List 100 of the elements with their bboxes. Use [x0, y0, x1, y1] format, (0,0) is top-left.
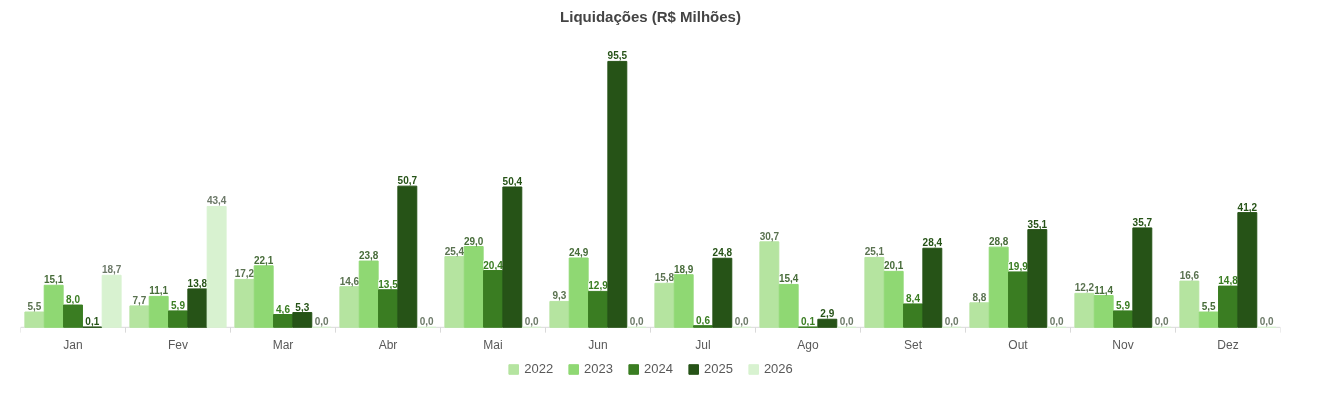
data-label: 2,9 — [820, 308, 835, 320]
bar — [168, 310, 188, 328]
data-label: 12,2 — [1074, 282, 1095, 294]
data-label: 0,0 — [524, 316, 540, 328]
bar — [187, 288, 208, 328]
x-tick-label: Jan — [63, 338, 83, 353]
bar — [148, 295, 169, 328]
data-label: 28,8 — [988, 236, 1009, 248]
bar — [759, 241, 780, 328]
x-tick-label: Nov — [1112, 338, 1134, 353]
bar — [339, 286, 360, 328]
bar — [63, 304, 83, 328]
bar — [588, 290, 608, 328]
data-label: 24,9 — [568, 246, 589, 258]
bar — [1179, 280, 1200, 328]
bar — [358, 260, 379, 328]
bar — [778, 283, 799, 328]
x-tick-label: Mai — [483, 338, 503, 353]
legend-label: 2023 — [584, 361, 614, 376]
data-label: 5,3 — [295, 301, 310, 313]
data-label: 0,0 — [734, 316, 750, 328]
bar — [1027, 229, 1048, 328]
bar — [883, 270, 904, 328]
bar — [292, 312, 313, 328]
data-label: 8,4 — [906, 292, 921, 304]
bar — [1218, 285, 1238, 328]
bar — [24, 311, 45, 328]
bar — [1132, 227, 1153, 328]
x-tick-label: Mar — [272, 338, 294, 353]
bar — [712, 257, 733, 328]
bar — [101, 274, 122, 328]
data-label: 18,7 — [101, 264, 122, 276]
bar — [607, 60, 628, 328]
bar — [1008, 271, 1028, 328]
data-label: 5,9 — [171, 299, 186, 311]
data-label: 0,1 — [801, 316, 816, 328]
data-label: 95,5 — [607, 50, 628, 62]
bar — [568, 257, 589, 328]
data-label: 0,0 — [314, 316, 330, 328]
data-label: 0,0 — [629, 316, 645, 328]
legend-label: 2022 — [524, 361, 554, 376]
x-tick-label: Dez — [1217, 338, 1239, 353]
data-label: 0,0 — [1154, 316, 1170, 328]
bar — [1237, 212, 1258, 328]
data-label: 35,7 — [1132, 216, 1153, 228]
data-label: 0,6 — [696, 314, 711, 326]
data-label: 15,1 — [43, 274, 64, 286]
data-label: 43,4 — [206, 195, 227, 207]
bar — [903, 303, 923, 328]
data-label: 0,0 — [1049, 316, 1065, 328]
data-label: 25,1 — [864, 246, 885, 258]
legend-label: 2024 — [644, 361, 673, 376]
x-tick-label: Jul — [695, 338, 711, 353]
data-label: 13,8 — [187, 277, 208, 289]
x-tick-label: Fev — [168, 338, 189, 353]
bar — [673, 274, 694, 328]
data-label: 25,4 — [444, 245, 465, 257]
bar — [378, 289, 398, 328]
bar — [988, 246, 1009, 328]
bar — [817, 318, 838, 328]
data-label: 30,7 — [759, 230, 780, 242]
x-tick-label: Ago — [797, 338, 819, 353]
bar — [969, 302, 990, 328]
bar — [253, 265, 274, 328]
legend-label: 2025 — [703, 361, 733, 376]
data-label: 41,2 — [1237, 201, 1258, 213]
chart-title: Liquidações (R$ Milhões) — [560, 7, 741, 25]
bar — [43, 284, 64, 328]
data-label: 15,8 — [654, 272, 675, 284]
data-label: 8,8 — [972, 291, 987, 303]
data-label: 22,1 — [253, 254, 274, 266]
bar — [273, 314, 293, 328]
bar — [1198, 311, 1219, 328]
data-label: 20,1 — [883, 260, 904, 272]
data-label: 5,5 — [27, 301, 42, 312]
bar — [1113, 310, 1133, 328]
bar — [922, 247, 943, 328]
data-label: 9,3 — [552, 290, 567, 302]
data-label: 14,6 — [339, 275, 360, 287]
data-label: 50,4 — [502, 175, 523, 187]
data-label: 28,4 — [922, 237, 943, 249]
data-label: 16,6 — [1179, 270, 1200, 282]
bar — [864, 256, 885, 328]
data-label: 7,7 — [132, 294, 147, 306]
bar — [654, 282, 675, 328]
data-label: 24,8 — [712, 247, 733, 259]
x-tick-label: Abr — [378, 338, 398, 353]
bar — [1093, 295, 1114, 328]
data-label: 0,1 — [85, 316, 100, 328]
data-label: 11,1 — [149, 285, 169, 297]
x-tick-label: Set — [903, 338, 923, 353]
data-label: 0,0 — [1259, 316, 1275, 328]
bar — [234, 278, 255, 328]
data-label: 0,0 — [839, 316, 855, 328]
x-tick-label: Jun — [588, 338, 608, 353]
data-label: 5,9 — [1116, 299, 1131, 311]
data-label: 15,4 — [778, 273, 799, 285]
data-label: 11,4 — [1094, 284, 1114, 296]
legend-label: 2026 — [763, 361, 793, 376]
data-label: 0,0 — [944, 316, 960, 328]
